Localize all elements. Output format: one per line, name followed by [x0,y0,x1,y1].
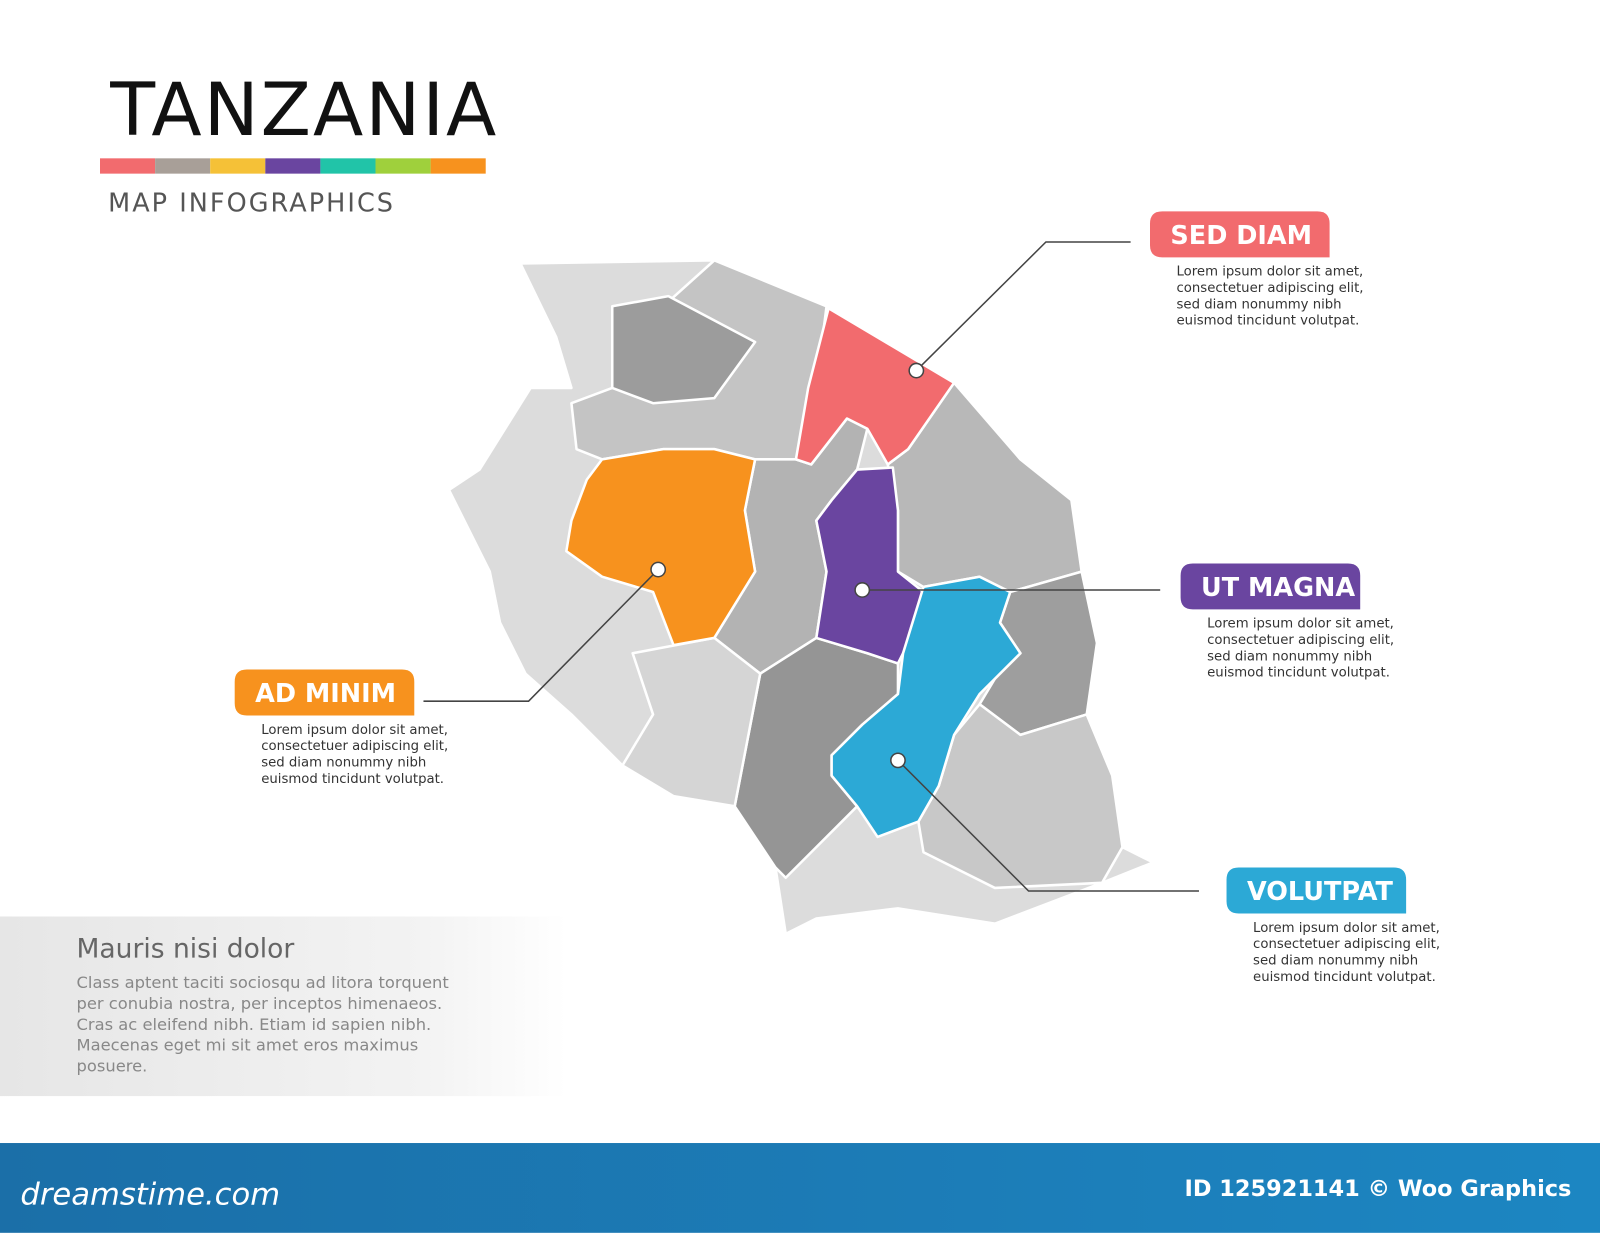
callout-label: UT MAGNA [1201,573,1355,603]
callout-label: AD MINIM [255,679,396,709]
callout-text: euismod tincidunt volutpat. [1253,970,1436,985]
callout-pill [1226,867,1407,914]
leaders [423,241,1199,892]
callout-text: consectetuer adipiscing elit, [261,739,448,754]
callout-text: Lorem ipsum dolor sit amet, [1207,617,1394,632]
callout-text: euismod tincidunt volutpat. [1177,314,1360,329]
callout-pill [1150,211,1330,258]
callout-text: Lorem ipsum dolor sit amet, [261,723,448,738]
callout-text: consectetuer adipiscing elit, [1207,633,1394,648]
map [447,259,1155,936]
info-box [0,916,568,1097]
info-text: Class aptent taciti sociosqu ad litora t… [77,973,449,1076]
callout-text: sed diam nonummy nibh [261,756,426,771]
callout-label: SED DIAM [1170,221,1312,251]
info-line: Maecenas eget mi sit amet eros maximus [77,1036,419,1055]
footer-credit: ID 125921141 © Woo Graphics [1184,1176,1571,1202]
footer-brand: dreamstime.com [20,1177,280,1212]
callout-text: sed diam nonummy nibh [1177,297,1342,312]
callout-pill [234,669,415,716]
callout-label: VOLUTPAT [1247,877,1394,907]
callout-text: consectetuer adipiscing elit, [1253,937,1440,952]
title: TANZANIA [109,68,498,153]
callout-text: Lorem ipsum dolor sit amet, [1177,265,1364,280]
info-title: Mauris nisi dolor [77,933,295,964]
callout-text: Lorem ipsum dolor sit amet, [1253,921,1440,936]
callout-pill [1180,563,1361,610]
info-line: Cras ac eleifend nibh. Etiam id sapien n… [77,1015,432,1034]
footer [0,1143,1600,1233]
info-line: Class aptent taciti sociosqu ad litora t… [77,973,449,992]
info-line: posuere. [77,1057,148,1076]
subtitle: MAP INFOGRAPHICS [108,188,395,218]
info-line: per conubia nostra, per inceptos himenae… [77,994,443,1013]
callout-text: euismod tincidunt volutpat. [261,772,444,787]
callout-text: consectetuer adipiscing elit, [1177,281,1364,296]
callout-text: euismod tincidunt volutpat. [1207,666,1390,681]
callout-text: sed diam nonummy nibh [1207,649,1372,664]
color-bar [100,158,486,174]
callout-text: sed diam nonummy nibh [1253,953,1418,968]
